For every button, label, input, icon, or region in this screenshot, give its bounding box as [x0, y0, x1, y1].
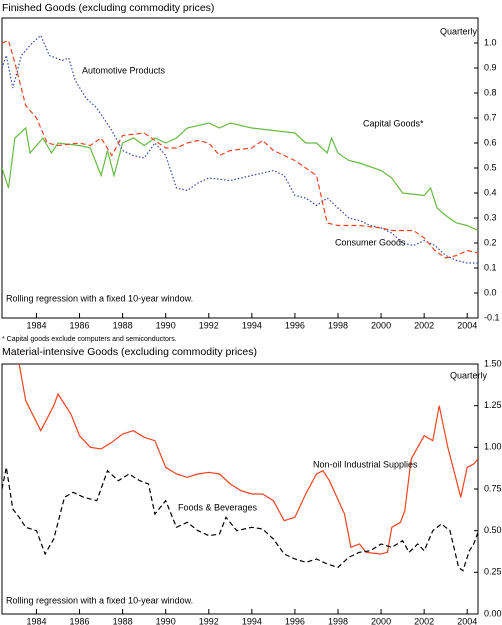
y-tick-label: 0.8: [484, 87, 497, 97]
y-tick-label: 1.00: [484, 442, 502, 452]
y-tick-label: 0.50: [484, 525, 502, 535]
annotation: Consumer Goods: [335, 237, 406, 247]
y-tick-label: -0.1: [484, 312, 500, 322]
x-tick-label: 1986: [70, 320, 90, 330]
annotation: Quarterly: [450, 370, 488, 380]
y-tick-label: 0.0: [484, 287, 497, 297]
x-tick-label: 1984: [26, 320, 46, 330]
y-tick-label: 0.25: [484, 567, 502, 577]
x-tick-label: 1992: [199, 320, 219, 330]
y-tick-label: 0.7: [484, 112, 497, 122]
x-tick-label: 1984: [26, 616, 46, 625]
x-tick-label: 2002: [414, 616, 434, 625]
x-tick-label: 1990: [156, 616, 176, 625]
annotation: Automotive Products: [82, 65, 166, 75]
y-tick-label: 1.25: [484, 400, 502, 410]
y-tick-label: 0.5: [484, 162, 497, 172]
x-tick-label: 1998: [328, 320, 348, 330]
chart-title: Finished Goods (excluding commodity pric…: [2, 2, 214, 14]
series-line: [2, 34, 478, 264]
x-tick-label: 1996: [285, 616, 305, 625]
annotation: Quarterly: [440, 26, 478, 36]
annotation: Capital Goods*: [363, 118, 424, 128]
series-line: [2, 122, 478, 232]
annotation: Rolling regression with a fixed 10-year …: [6, 293, 193, 303]
x-tick-label: 1996: [285, 320, 305, 330]
y-tick-label: 1.0: [484, 37, 497, 47]
x-tick-label: 1998: [328, 616, 348, 625]
x-tick-label: 1994: [242, 320, 262, 330]
x-tick-label: 1994: [242, 616, 262, 625]
plot-frame: [1, 17, 479, 319]
annotation: Rolling regression with a fixed 10-year …: [6, 595, 193, 605]
footnote: * Capital goods exclude computers and se…: [2, 336, 177, 343]
series-line: [18, 364, 478, 555]
x-tick-label: 2004: [457, 320, 477, 330]
x-tick-label: 2002: [414, 320, 434, 330]
y-tick-label: 0.2: [484, 237, 497, 247]
x-tick-label: 1988: [113, 616, 133, 625]
plot-frame: [1, 363, 479, 615]
y-tick-label: 0.3: [484, 212, 497, 222]
annotation: Non-oil Industrial Supplies: [313, 459, 418, 469]
x-tick-label: 1988: [113, 320, 133, 330]
x-tick-label: 2000: [371, 616, 391, 625]
y-tick-label: 0.9: [484, 62, 497, 72]
y-tick-label: 0.75: [484, 483, 502, 493]
x-tick-label: 1990: [156, 320, 176, 330]
x-tick-label: 2000: [371, 320, 391, 330]
y-tick-label: 0.1: [484, 262, 497, 272]
x-tick-label: 1992: [199, 616, 219, 625]
series-line: [2, 39, 478, 259]
chart-title: Material-intensive Goods (excluding comm…: [2, 346, 257, 358]
y-tick-label: 1.50: [484, 358, 502, 368]
annotation: Foods & Beverages: [178, 502, 258, 512]
y-tick-label: 0.4: [484, 187, 497, 197]
y-tick-label: 0.6: [484, 137, 497, 147]
x-tick-label: 1986: [70, 616, 90, 625]
series-line: [2, 467, 478, 572]
x-tick-label: 2004: [457, 616, 477, 625]
y-tick-label: 0.00: [484, 608, 502, 618]
